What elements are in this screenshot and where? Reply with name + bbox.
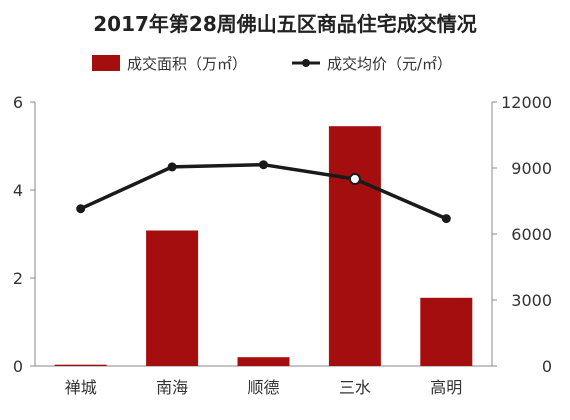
left-tick-label: 4	[13, 181, 23, 200]
legend-bar-label: 成交面积（万㎡）	[127, 55, 247, 73]
price-point-0	[76, 204, 86, 214]
x-tick-label: 顺德	[247, 378, 279, 397]
right-tick-label: 3000	[511, 291, 552, 310]
x-tick-label: 高明	[430, 378, 462, 397]
legend: 成交面积（万㎡） 成交均价（元/㎡）	[92, 55, 452, 73]
bar-0	[54, 364, 107, 366]
bar-3	[328, 126, 381, 366]
x-tick-label: 禅城	[65, 378, 97, 397]
chart-title: 2017年第28周佛山五区商品住宅成交情况	[93, 12, 477, 36]
right-tick-label: 12000	[501, 93, 552, 112]
left-axis: 0 2 4 6	[13, 93, 36, 376]
bar-1	[146, 230, 199, 366]
right-tick-label: 6000	[511, 225, 552, 244]
line-series	[76, 160, 451, 224]
x-axis-labels: 禅城 南海 顺德 三水 高明	[65, 378, 463, 397]
right-tick-label: 0	[542, 357, 552, 376]
legend-line-label: 成交均价（元/㎡）	[327, 55, 452, 73]
x-tick-label: 南海	[156, 378, 188, 397]
bar-series	[54, 126, 473, 366]
price-point-2	[259, 160, 268, 170]
right-axis: 0 3000 6000 9000 12000	[491, 93, 552, 376]
left-tick-label: 2	[13, 269, 23, 288]
left-tick-label: 0	[13, 357, 23, 376]
price-line	[79, 162, 447, 221]
left-tick-label: 6	[13, 93, 23, 112]
legend-bar-swatch	[92, 55, 120, 71]
bar-2	[237, 357, 290, 366]
right-tick-label: 9000	[511, 159, 552, 178]
price-point-4	[441, 214, 451, 224]
price-point-3	[348, 173, 361, 185]
bar-4	[420, 297, 473, 366]
x-tick-label: 三水	[339, 378, 371, 397]
legend-line-marker	[302, 59, 310, 67]
price-point-1	[167, 162, 177, 172]
